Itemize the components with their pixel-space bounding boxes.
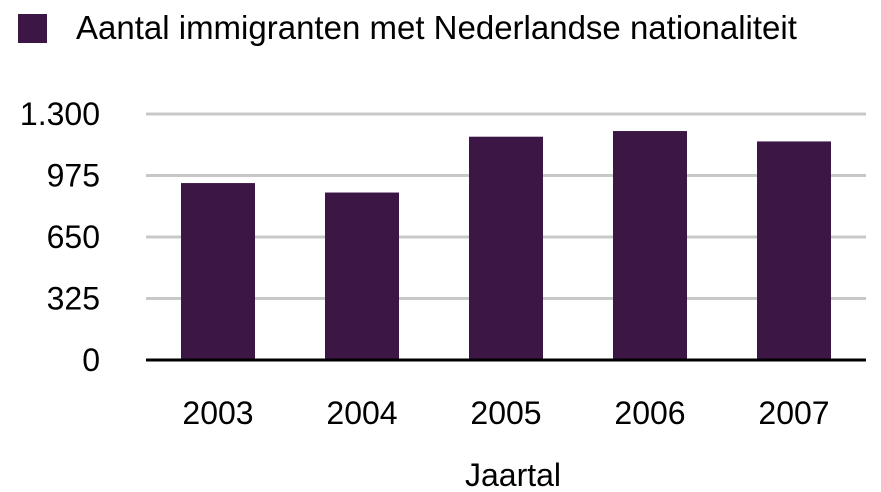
bar-2006	[613, 131, 687, 360]
legend-swatch	[18, 13, 47, 43]
x-tick-label: 2005	[470, 395, 541, 431]
y-tick-label: 650	[47, 219, 100, 255]
bar-2007	[757, 141, 831, 360]
y-tick-label: 0	[82, 342, 100, 378]
x-tick-label: 2004	[326, 395, 397, 431]
x-axis-title: Jaartal	[465, 457, 561, 492]
y-tick-label: 1.300	[20, 96, 100, 132]
bar-2004	[325, 192, 399, 360]
y-tick-label: 325	[47, 281, 100, 317]
y-tick-label: 975	[47, 158, 100, 194]
legend: Aantal immigranten met Nederlandse natio…	[18, 8, 797, 48]
bars	[181, 131, 831, 360]
x-tick-labels: 2003 2004 2005 2006 2007	[182, 395, 829, 431]
y-tick-labels: 0 325 650 975 1.300	[20, 96, 100, 378]
bar-2005	[469, 136, 543, 360]
bar-2003	[181, 183, 255, 360]
legend-label: Aantal immigranten met Nederlandse natio…	[76, 9, 797, 46]
x-tick-label: 2003	[182, 395, 253, 431]
x-tick-label: 2006	[614, 395, 685, 431]
x-tick-label: 2007	[758, 395, 829, 431]
